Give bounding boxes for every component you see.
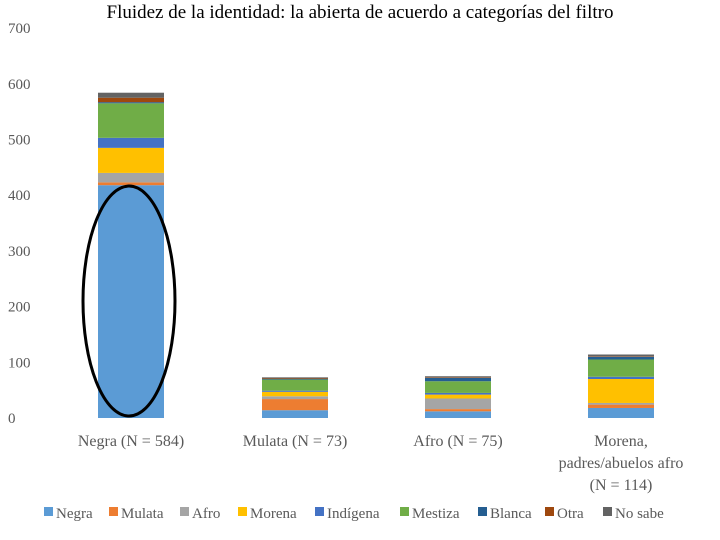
category-label-afro-n-75: Afro (N = 75) bbox=[413, 433, 502, 450]
bar-afro-n-75-mulata bbox=[425, 409, 491, 412]
legend: Negra Mulata Afro Morena Indígena Mestiza Blan… bbox=[44, 506, 664, 522]
bar-morena-no-sabe bbox=[588, 354, 654, 357]
y-tick-label-600: 600 bbox=[8, 77, 31, 93]
bar-negra-n-584-afro bbox=[98, 172, 164, 183]
y-axis: 0 100 200 300 400 500 600 700 bbox=[8, 21, 31, 427]
bar-afro-n-75-morena bbox=[425, 394, 491, 399]
y-tick-label-200: 200 bbox=[8, 300, 31, 316]
legend-swatch-otra bbox=[545, 507, 554, 516]
y-tick-label-700: 700 bbox=[8, 21, 31, 37]
legend-swatch-afro bbox=[180, 507, 189, 516]
bar-negra-n-584-indigena bbox=[98, 137, 164, 148]
highlight-ellipse bbox=[81, 184, 177, 418]
category-label-mulata-n-73: Mulata (N = 73) bbox=[243, 433, 348, 450]
bar-mulata-n-73-otra bbox=[262, 378, 328, 380]
legend-label-blanca: Blanca bbox=[490, 506, 532, 522]
y-tick-label-500: 500 bbox=[8, 133, 31, 149]
legend-label-mulata: Mulata bbox=[121, 506, 164, 522]
y-tick-label-300: 300 bbox=[8, 244, 31, 260]
bar-morena-afro bbox=[588, 402, 654, 405]
bar-morena-negra bbox=[588, 407, 654, 418]
category-label-morena-line-3: (N = 114) bbox=[590, 477, 653, 494]
y-tick-label-0: 0 bbox=[8, 411, 16, 427]
bar-mulata-n-73-mestiza bbox=[262, 379, 328, 391]
legend-swatch-blanca bbox=[478, 507, 487, 516]
legend-swatch-mestiza bbox=[400, 507, 409, 516]
legend-swatch-mulata bbox=[109, 507, 118, 516]
bar-mulata-n-73-indigena bbox=[262, 390, 328, 392]
bar-morena-blanca bbox=[588, 356, 654, 360]
bar-negra-n-584-no-sabe bbox=[98, 92, 164, 98]
legend-label-afro: Afro bbox=[192, 506, 220, 522]
bars bbox=[98, 92, 654, 418]
bar-morena-mulata bbox=[588, 404, 654, 408]
annotations bbox=[81, 184, 177, 418]
bar-negra-n-584-mulata bbox=[98, 182, 164, 186]
bar-afro-n-75-afro bbox=[425, 398, 491, 410]
bar-afro-n-75-otra bbox=[425, 377, 491, 378]
legend-label-negra: Negra bbox=[56, 506, 93, 522]
y-tick-label-400: 400 bbox=[8, 188, 31, 204]
legend-label-morena: Morena bbox=[250, 506, 297, 522]
bar-afro-n-75-no-sabe bbox=[425, 376, 491, 378]
bar-afro-n-75-negra bbox=[425, 411, 491, 418]
chart-title: Fluidez de la identidad: la abierta de a… bbox=[106, 2, 614, 23]
bar-mulata-n-73-afro bbox=[262, 396, 328, 400]
bar-mulata-n-73-morena bbox=[262, 391, 328, 397]
legend-label-otra: Otra bbox=[557, 506, 584, 522]
bar-negra-n-584-morena bbox=[98, 147, 164, 173]
legend-swatch-morena bbox=[238, 507, 247, 516]
bar-morena-otra bbox=[588, 356, 654, 357]
legend-swatch-no-sabe bbox=[603, 507, 612, 516]
legend-swatch-indigena bbox=[315, 507, 324, 516]
bar-afro-n-75-mestiza bbox=[425, 381, 491, 393]
bar-morena-morena bbox=[588, 379, 654, 403]
bar-mulata-n-73-blanca bbox=[262, 379, 328, 380]
bar-afro-n-75-blanca bbox=[425, 377, 491, 382]
legend-label-mestiza: Mestiza bbox=[412, 506, 460, 522]
bar-negra-n-584-blanca bbox=[98, 102, 164, 104]
bar-mulata-n-73-negra bbox=[262, 410, 328, 418]
category-label-morena-line-1: Morena, bbox=[594, 433, 648, 450]
y-tick-label-100: 100 bbox=[8, 355, 31, 371]
bar-mulata-n-73-mulata bbox=[262, 399, 328, 411]
legend-swatch-negra bbox=[44, 507, 53, 516]
category-label-negra-n-584: Negra (N = 584) bbox=[78, 433, 184, 450]
x-axis: Negra (N = 584) Mulata (N = 73) Afro (N = … bbox=[78, 433, 684, 494]
bar-morena-mestiza bbox=[588, 359, 654, 377]
bar-negra-n-584-mestiza bbox=[98, 103, 164, 138]
bar-mulata-n-73-no-sabe bbox=[262, 377, 328, 379]
bar-negra-n-584-negra bbox=[98, 185, 164, 418]
bar-negra-n-584-otra bbox=[98, 97, 164, 103]
legend-label-indigena: Indígena bbox=[327, 506, 380, 522]
category-label-morena-line-2: padres/abuelos afro bbox=[559, 455, 684, 472]
legend-label-no-sabe: No sabe bbox=[615, 506, 664, 522]
bar-afro-n-75-indigena bbox=[425, 392, 491, 395]
bar-morena-indigena bbox=[588, 376, 654, 380]
